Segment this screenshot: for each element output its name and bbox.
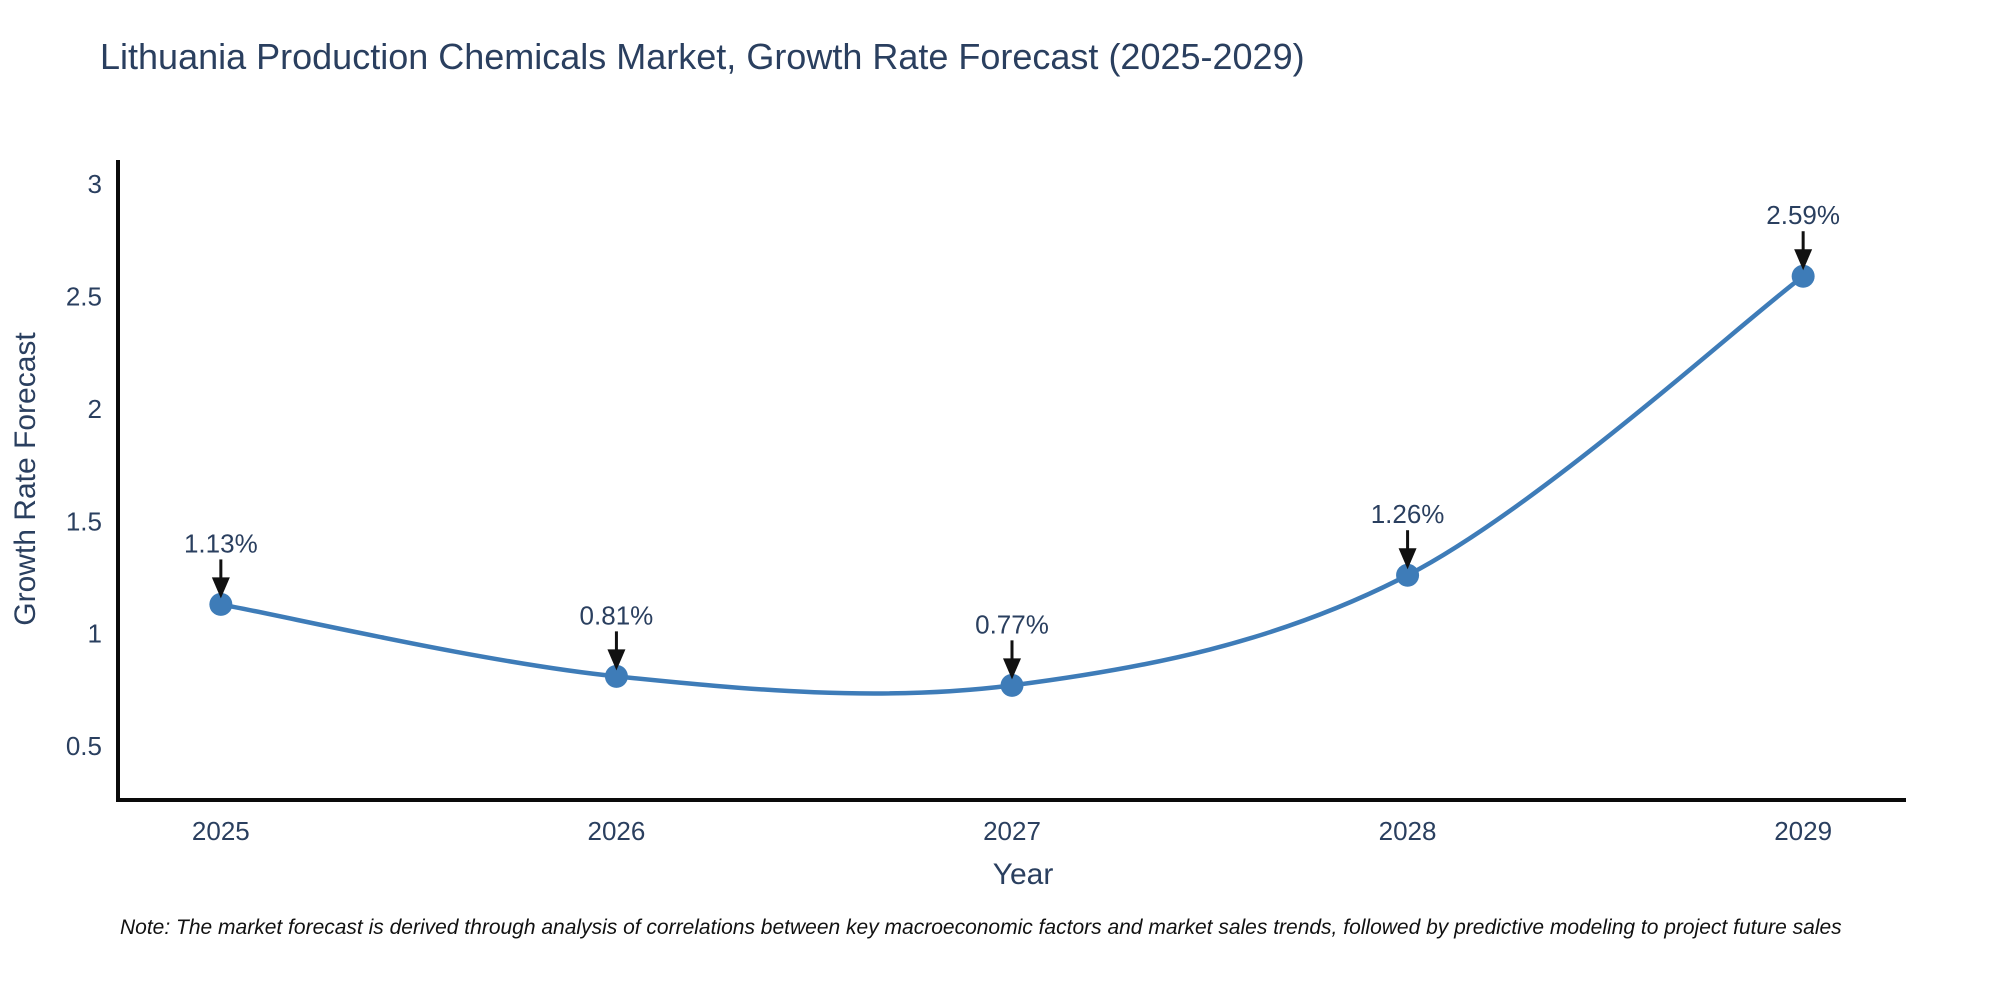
y-tick-label: 1 bbox=[88, 619, 102, 649]
annotation-label: 1.13% bbox=[184, 528, 258, 558]
annotation-arrowhead bbox=[1398, 548, 1417, 570]
annotation-label: 1.26% bbox=[1371, 499, 1445, 529]
y-tick-label: 0.5 bbox=[66, 731, 102, 761]
data-point-marker bbox=[1000, 673, 1024, 697]
x-axis-title: Year bbox=[992, 858, 1054, 891]
annotation-label: 2.59% bbox=[1766, 200, 1840, 230]
data-point-marker bbox=[604, 664, 628, 688]
y-tick-label: 3 bbox=[88, 169, 102, 199]
annotation-arrowhead bbox=[607, 649, 626, 671]
annotation-arrowhead bbox=[1794, 249, 1813, 271]
data-point-marker bbox=[209, 592, 233, 616]
annotation-label: 0.77% bbox=[975, 609, 1049, 639]
chart-title: Lithuania Production Chemicals Market, G… bbox=[100, 36, 1305, 77]
data-point-marker bbox=[1396, 563, 1420, 587]
y-tick-label: 2.5 bbox=[66, 281, 102, 311]
y-tick-label: 2 bbox=[88, 394, 102, 424]
x-tick-label: 2029 bbox=[1774, 816, 1832, 846]
x-tick-label: 2027 bbox=[983, 816, 1041, 846]
x-tick-label: 2026 bbox=[588, 816, 646, 846]
data-point-marker bbox=[1791, 264, 1815, 288]
footnote: Note: The market forecast is derived thr… bbox=[120, 916, 1842, 939]
annotation-label: 0.81% bbox=[580, 600, 654, 630]
annotation-arrowhead bbox=[1003, 658, 1021, 680]
y-tick-label: 1.5 bbox=[66, 506, 102, 536]
annotation-arrowhead bbox=[211, 577, 230, 599]
x-tick-label: 2025 bbox=[192, 816, 250, 846]
x-tick-label: 2028 bbox=[1379, 816, 1437, 846]
